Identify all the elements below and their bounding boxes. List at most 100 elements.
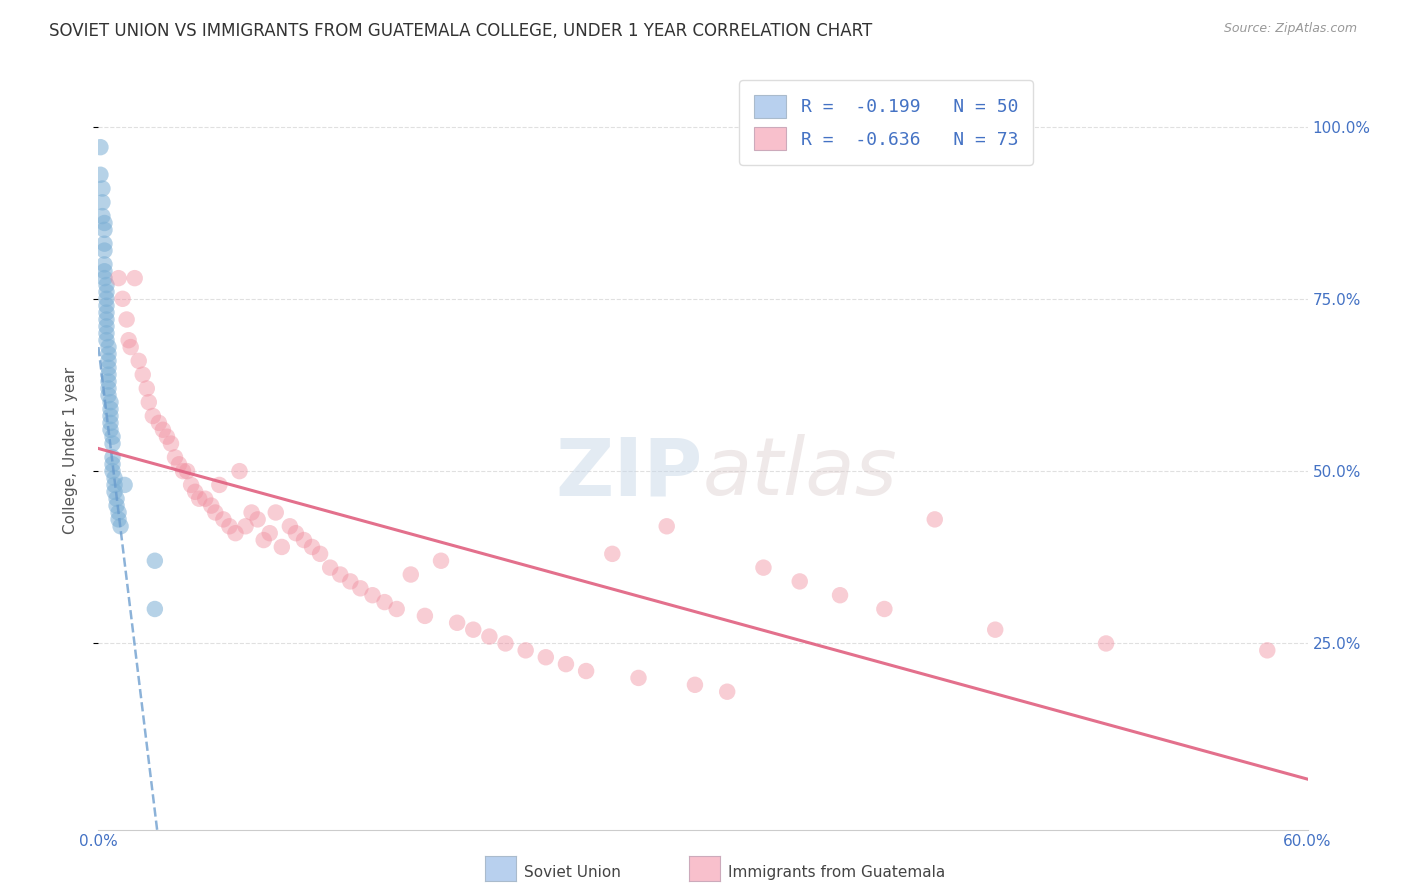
Point <box>128 354 150 368</box>
Point <box>103 484 125 499</box>
Point <box>828 588 851 602</box>
Text: Immigrants from Guatemala: Immigrants from Guatemala <box>728 865 946 880</box>
Point <box>93 264 115 278</box>
Point <box>683 678 706 692</box>
Point <box>515 643 537 657</box>
Point <box>97 368 120 382</box>
Point <box>93 223 115 237</box>
Point <box>180 478 202 492</box>
Point <box>655 519 678 533</box>
Point <box>208 478 231 492</box>
Point <box>114 478 136 492</box>
Point <box>163 450 186 465</box>
Point <box>100 423 122 437</box>
Point <box>246 512 269 526</box>
Point <box>101 430 124 444</box>
Point <box>101 464 124 478</box>
Point <box>184 484 207 499</box>
Point <box>212 512 235 526</box>
Point <box>627 671 650 685</box>
Point <box>93 244 115 258</box>
Point <box>97 360 120 375</box>
Point <box>495 636 517 650</box>
Point <box>93 216 115 230</box>
Point <box>534 650 557 665</box>
Point <box>228 464 250 478</box>
Point <box>100 395 122 409</box>
Point <box>91 181 114 195</box>
Point <box>103 471 125 485</box>
Point <box>97 340 120 354</box>
Point <box>270 540 292 554</box>
Point <box>105 491 128 506</box>
Point <box>984 623 1007 637</box>
Point <box>96 278 118 293</box>
Point <box>132 368 155 382</box>
Text: Soviet Union: Soviet Union <box>524 865 621 880</box>
Point <box>259 526 281 541</box>
Point <box>118 333 141 347</box>
Point <box>148 416 170 430</box>
Point <box>101 436 124 450</box>
Point <box>602 547 624 561</box>
Point <box>329 567 352 582</box>
Point <box>93 271 115 285</box>
Point <box>301 540 323 554</box>
Point <box>105 499 128 513</box>
Point <box>319 560 342 574</box>
Point <box>97 388 120 402</box>
Point <box>93 257 115 271</box>
Text: atlas: atlas <box>703 434 898 512</box>
Point <box>361 588 384 602</box>
Point <box>152 423 174 437</box>
Point <box>93 236 115 251</box>
Point <box>96 292 118 306</box>
Point <box>96 285 118 299</box>
Point <box>97 354 120 368</box>
Point <box>138 395 160 409</box>
Point <box>96 312 118 326</box>
Point <box>96 326 118 341</box>
Point <box>176 464 198 478</box>
Y-axis label: College, Under 1 year: College, Under 1 year <box>63 367 77 534</box>
Point <box>446 615 468 630</box>
Point <box>188 491 211 506</box>
Point <box>1095 636 1118 650</box>
Point <box>110 519 132 533</box>
Point <box>103 478 125 492</box>
Text: Source: ZipAtlas.com: Source: ZipAtlas.com <box>1223 22 1357 36</box>
Point <box>1256 643 1278 657</box>
Point <box>224 526 246 541</box>
Point <box>115 312 138 326</box>
Point <box>101 457 124 471</box>
Point <box>204 506 226 520</box>
Point <box>91 209 114 223</box>
Point <box>101 450 124 465</box>
Point <box>264 506 287 520</box>
Text: SOVIET UNION VS IMMIGRANTS FROM GUATEMALA COLLEGE, UNDER 1 YEAR CORRELATION CHAR: SOVIET UNION VS IMMIGRANTS FROM GUATEMAL… <box>49 22 873 40</box>
Text: ZIP: ZIP <box>555 434 703 512</box>
Point <box>100 416 122 430</box>
Point <box>284 526 307 541</box>
Legend: R =  -0.199   N = 50, R =  -0.636   N = 73: R = -0.199 N = 50, R = -0.636 N = 73 <box>740 80 1032 165</box>
Point <box>143 602 166 616</box>
Point <box>575 664 598 678</box>
Point <box>399 567 422 582</box>
Point <box>555 657 578 672</box>
Point <box>463 623 485 637</box>
Point <box>96 319 118 334</box>
Point <box>97 347 120 361</box>
Point <box>752 560 775 574</box>
Point <box>253 533 276 547</box>
Point <box>430 554 453 568</box>
Point <box>96 299 118 313</box>
Point <box>278 519 301 533</box>
Point <box>156 430 179 444</box>
Point <box>309 547 332 561</box>
Point <box>716 684 738 698</box>
Point <box>97 381 120 395</box>
Point <box>107 512 129 526</box>
Point <box>789 574 811 589</box>
Point <box>96 305 118 319</box>
Point <box>143 554 166 568</box>
